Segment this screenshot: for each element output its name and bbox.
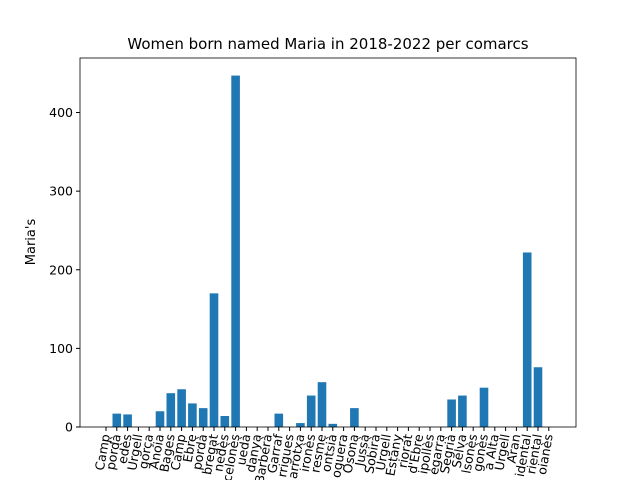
bar [198, 408, 208, 427]
x-tick-label: Segrià [437, 433, 459, 475]
x-tick-label: a Alta [481, 433, 502, 471]
y-tick-label: 400 [49, 105, 73, 120]
x-tick-label: Barberà [252, 433, 275, 480]
x-tick-label: Garraf [264, 432, 286, 474]
bar [296, 423, 305, 427]
y-tick-label: 300 [49, 184, 73, 199]
x-tick-label: ipollès [415, 433, 437, 475]
x-tick-label: riental [523, 433, 545, 475]
bar [458, 395, 467, 427]
x-tick-label: edès [115, 433, 135, 465]
bar [209, 293, 219, 427]
x-tick-label: rrigues [274, 433, 296, 479]
x-tick-label: Ebre [180, 433, 200, 464]
bar [155, 411, 165, 427]
bar [533, 367, 543, 427]
bar [166, 393, 176, 427]
bar [274, 413, 284, 427]
x-tick-label: Selva [449, 433, 470, 469]
y-axis-label: Maria's [24, 219, 39, 266]
bar [231, 75, 240, 428]
x-tick-label: riorat [395, 433, 416, 469]
bar [306, 395, 316, 427]
bar [328, 423, 338, 427]
x-tick-label: gonès [470, 433, 491, 473]
x-tick-label: Osona [340, 433, 362, 475]
y-tick-label: 100 [49, 341, 73, 356]
x-tick-label: Urgell [491, 433, 512, 472]
x-tick-label: lsonès [458, 433, 480, 475]
x-tick-label: Jussà [352, 433, 373, 468]
bar [220, 415, 230, 427]
x-tick-label: ontsià [318, 433, 339, 473]
bar [479, 387, 489, 427]
bar [123, 414, 132, 427]
x-tick-label: resme [307, 433, 329, 474]
x-tick-label: pordà [103, 433, 124, 471]
x-tick-label: celonès [219, 433, 242, 480]
bar [522, 252, 532, 427]
bar [317, 382, 327, 427]
bar [350, 408, 359, 427]
bar [447, 399, 456, 427]
x-tick-label: ironès [297, 433, 318, 473]
x-tick-label: Urgell [124, 433, 145, 472]
x-tick-label: Bages [156, 433, 177, 473]
x-tick-label: Urgell [373, 433, 394, 472]
x-tick-label: Camp [92, 433, 113, 472]
bar [112, 413, 122, 427]
x-tick-label: Camp [167, 433, 188, 472]
chart-title: Women born named Maria in 2018-2022 per … [127, 35, 528, 53]
x-tick-label: Anoia [146, 433, 167, 470]
x-tick-label: Sobirà [361, 433, 383, 475]
x-tick-label: egarra [426, 433, 448, 476]
bar [188, 403, 197, 427]
x-tick-label: oianès [534, 433, 556, 476]
y-tick-label: 200 [49, 262, 73, 277]
x-tick-label: Aran [503, 433, 523, 464]
x-tick-label: Estany [382, 432, 404, 477]
x-tick-label: d'Ebre [404, 433, 426, 475]
x-tick-label: nedès [210, 433, 231, 473]
x-tick-label: uedà [233, 433, 253, 466]
x-tick-label: bregat [199, 433, 221, 476]
y-tick-label: 0 [65, 420, 73, 435]
x-tick-label: danya [243, 433, 264, 474]
bar [177, 389, 186, 427]
plot-frame [79, 57, 577, 428]
x-tick-label: pordà [189, 433, 210, 471]
x-tick-label: idental [512, 433, 534, 478]
x-tick-label: gorça [135, 433, 156, 470]
